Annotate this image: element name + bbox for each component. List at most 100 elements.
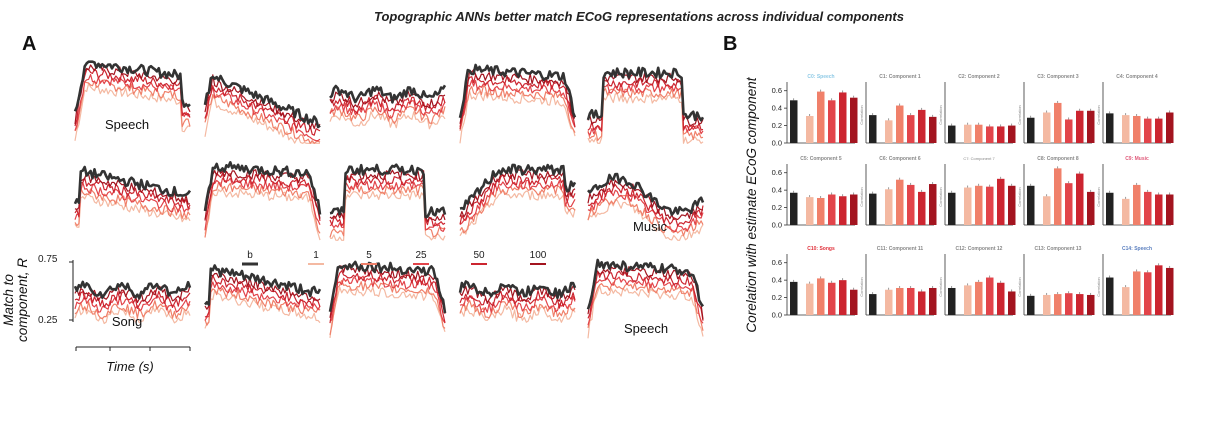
bar-b bbox=[869, 193, 877, 225]
bar-100 bbox=[929, 184, 937, 225]
bar-ytick-label: 0.2 bbox=[772, 293, 782, 302]
legend-label-25: 25 bbox=[415, 250, 427, 261]
timecourse-line-25 bbox=[459, 294, 576, 313]
bar-small-ylabel: Correlation bbox=[1096, 187, 1101, 207]
bar-subplot: C5: Component 5 0.6 0.4 0.2 0.0 bbox=[772, 156, 858, 230]
bar-subplot-title: C2: Component 2 bbox=[958, 74, 1000, 80]
timecourse-line-5 bbox=[587, 194, 704, 237]
bar-1 bbox=[964, 187, 972, 225]
bar-small-ylabel: Correlation bbox=[1096, 277, 1101, 297]
timecourse-line-100 bbox=[459, 169, 576, 218]
bar-1 bbox=[1122, 115, 1130, 143]
bar-100 bbox=[1008, 185, 1016, 225]
timecourse-line-1 bbox=[74, 305, 191, 325]
bar-25 bbox=[1065, 119, 1073, 143]
panel-b-bars: C0: Speech 0.6 0.4 0.2 0.0 C1: Component 1 Cor… bbox=[772, 74, 1174, 320]
bar-100 bbox=[1008, 125, 1016, 143]
timecourse-line-100 bbox=[204, 168, 321, 221]
bar-25 bbox=[828, 282, 836, 315]
timecourse-subplot bbox=[586, 66, 705, 144]
timecourse-line-50 bbox=[459, 174, 576, 225]
bar-25 bbox=[1144, 118, 1152, 143]
timecourse-line-b bbox=[328, 260, 447, 314]
subplot-label-speech-bottom: Speech bbox=[624, 321, 668, 336]
timecourse-line-b bbox=[458, 63, 577, 119]
timecourse-line-b bbox=[329, 84, 447, 104]
timecourse-line-50 bbox=[74, 290, 191, 309]
subplot-label-song: Song bbox=[112, 314, 142, 329]
timecourse-line-25 bbox=[329, 180, 446, 232]
timecourse-line-b bbox=[204, 264, 322, 306]
bar-small-ylabel: Correlation bbox=[938, 105, 943, 125]
bar-ytick-label: 0.6 bbox=[772, 168, 782, 177]
bar-b bbox=[1106, 192, 1114, 225]
timecourse-line-5 bbox=[587, 281, 704, 331]
bar-subplot: C14: Speech Correlation bbox=[1096, 246, 1174, 316]
bar-subplot: C11: Component 11 Correlation bbox=[859, 246, 937, 316]
timecourse-line-25 bbox=[459, 179, 576, 225]
bar-subplot-title: C0: Speech bbox=[807, 74, 834, 80]
bar-b bbox=[948, 192, 956, 225]
bar-50 bbox=[1155, 118, 1163, 143]
timecourse-line-b bbox=[203, 74, 321, 129]
bar-small-ylabel: Correlation bbox=[859, 105, 864, 125]
timecourse-line-25 bbox=[74, 74, 191, 131]
timecourse-line-25 bbox=[587, 83, 704, 136]
timecourse-line-50 bbox=[587, 77, 704, 131]
bar-25 bbox=[1065, 183, 1073, 225]
timecourse-line-100 bbox=[587, 265, 704, 320]
bar-50 bbox=[997, 282, 1005, 315]
timecourse-line-1 bbox=[329, 190, 446, 241]
timecourse-subplot bbox=[328, 260, 447, 338]
timecourse-subplot bbox=[459, 163, 577, 237]
bar-subplot: C7: Component 7 Correlation bbox=[938, 156, 1016, 226]
timecourse-line-b bbox=[73, 60, 191, 112]
bar-b bbox=[1027, 295, 1035, 315]
bar-25 bbox=[1144, 272, 1152, 315]
legend-label-50: 50 bbox=[473, 250, 485, 261]
bar-50 bbox=[918, 109, 926, 143]
bar-subplot-title: C10: Songs bbox=[807, 246, 835, 252]
bar-1 bbox=[1043, 112, 1051, 143]
bar-subplot-title: C9: Music bbox=[1125, 156, 1149, 162]
bar-50 bbox=[997, 178, 1005, 225]
timecourse-line-50 bbox=[587, 270, 704, 321]
bar-5 bbox=[1133, 271, 1141, 315]
bar-small-ylabel: Correlation bbox=[938, 187, 943, 207]
bar-5 bbox=[1054, 294, 1062, 315]
bar-small-ylabel: Correlation bbox=[938, 277, 943, 297]
bar-100 bbox=[850, 194, 858, 225]
timecourse-line-25 bbox=[74, 181, 191, 220]
timecourse-subplot bbox=[203, 74, 321, 144]
bar-ytick-label: 0.2 bbox=[772, 121, 782, 130]
bar-small-ylabel: Correlation bbox=[1017, 187, 1022, 207]
bar-1 bbox=[1043, 294, 1051, 315]
figure-title: Topographic ANNs better match ECoG repre… bbox=[374, 9, 904, 24]
timecourse-line-50 bbox=[459, 74, 576, 130]
bar-b bbox=[790, 100, 798, 143]
bar-subplot: C12: Component 12 Correlation bbox=[938, 246, 1016, 316]
bar-1 bbox=[964, 285, 972, 315]
bar-100 bbox=[1087, 294, 1095, 315]
bar-subplot: C1: Component 1 Correlation bbox=[859, 74, 937, 144]
timecourse-line-5 bbox=[204, 286, 321, 326]
bar-b bbox=[948, 125, 956, 143]
bar-50 bbox=[839, 196, 847, 225]
panel-a-ylabel-line1: Match to bbox=[1, 274, 16, 326]
panel-a-ylabel-line2: component, R bbox=[15, 258, 30, 342]
timecourse-line-5 bbox=[74, 300, 191, 320]
bar-b bbox=[869, 294, 877, 315]
panel-a-ytick-bottom: 0.25 bbox=[38, 315, 58, 326]
bar-5 bbox=[975, 124, 983, 143]
bar-1 bbox=[1122, 287, 1130, 315]
bar-25 bbox=[1065, 293, 1073, 315]
bar-ytick-label: 0.0 bbox=[772, 311, 782, 320]
bar-25 bbox=[986, 186, 994, 225]
bar-100 bbox=[1087, 110, 1095, 143]
bar-subplot-title: C13: Component 13 bbox=[1035, 246, 1082, 252]
timecourse-subplot bbox=[203, 161, 322, 241]
bar-subplot-title: C3: Component 3 bbox=[1037, 74, 1079, 80]
bar-100 bbox=[850, 97, 858, 143]
timecourse-subplot bbox=[587, 172, 705, 241]
